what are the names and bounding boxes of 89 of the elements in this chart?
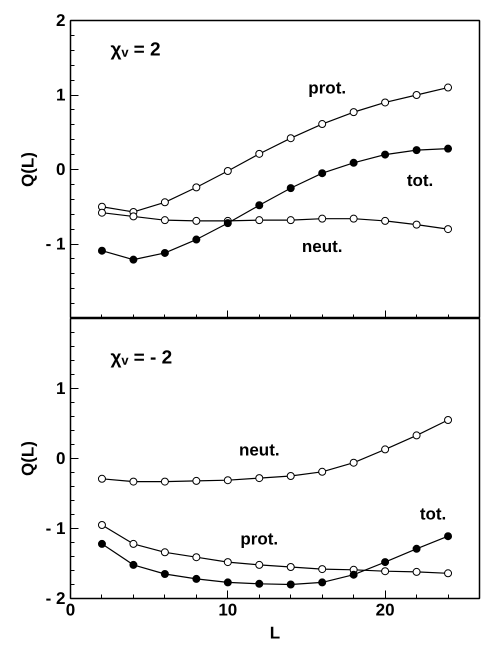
point [444,225,452,234]
point [318,120,326,128]
point [381,216,390,225]
annotation: χᵥ = - 2 [110,348,172,368]
point [381,98,390,106]
series-label: tot. [406,171,434,190]
x-tick-label: 20 [376,600,395,620]
point [160,198,169,206]
point [255,201,264,210]
x-tick-label: 10 [218,600,238,620]
point [444,532,452,540]
point [98,208,106,217]
point [444,144,452,153]
point [192,574,200,583]
point [318,578,326,586]
point [160,248,169,257]
point [381,445,390,454]
point [192,476,200,485]
point [129,212,138,220]
point [160,548,169,556]
point [224,166,232,175]
series-label: neut. [302,237,342,256]
point [412,146,421,154]
point [412,568,421,576]
y-tick-label: 2 [56,11,66,30]
point [381,558,390,566]
point [224,219,232,228]
point [350,108,358,116]
point [318,468,326,476]
point [98,521,106,529]
y-axis-title: Q(L) [18,441,38,476]
point [98,540,106,548]
y-tick-label: - 1 [46,234,66,254]
point [160,570,169,578]
y-tick-label: 1 [56,379,66,398]
y-tick-label: 0 [56,449,66,468]
point [286,563,295,571]
series-label: neut. [238,440,280,460]
series-label: prot. [240,529,278,548]
point [286,472,295,480]
point [255,580,264,588]
point [412,91,421,99]
point [350,570,358,579]
point [286,580,295,588]
point [350,214,358,223]
point [318,565,326,574]
point [224,476,232,484]
point [255,560,264,569]
point [286,134,295,142]
point [318,169,326,178]
point [98,246,106,255]
point [224,558,232,566]
point [444,416,452,424]
y-tick-label: 0 [56,160,66,179]
point [444,569,452,578]
point [160,478,169,486]
point [129,560,138,569]
point [255,216,264,224]
point [192,216,200,225]
y-tick-label: - 1 [46,519,66,538]
point [381,150,390,159]
point [255,474,264,482]
point [224,578,232,586]
point [412,544,421,553]
y-tick-label: - 2 [46,589,66,608]
point [286,184,295,192]
point [129,540,138,548]
point [192,183,200,192]
x-axis-title: L [270,624,280,642]
point [412,431,421,440]
point [129,478,138,486]
series-label: prot. [308,78,346,98]
point [192,236,200,244]
point [192,553,200,562]
point [129,256,138,264]
point [160,216,169,224]
point [350,458,358,467]
point [381,567,390,576]
point [98,474,106,483]
point [286,216,295,224]
point [350,158,358,167]
y-axis-title: Q(L) [18,152,38,187]
point [412,220,421,229]
annotation: χᵥ = 2 [110,40,161,60]
point [318,214,326,223]
series-label: tot. [420,504,446,524]
point [255,150,264,158]
point [444,84,452,92]
y-tick-label: 1 [56,86,66,104]
